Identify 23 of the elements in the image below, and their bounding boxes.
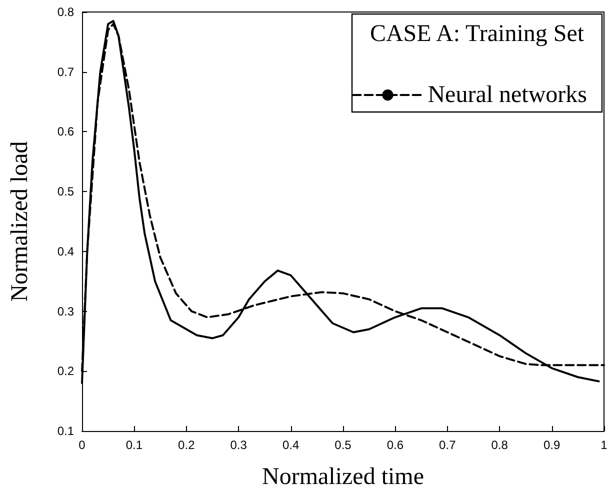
legend-label: Neural networks	[428, 82, 587, 108]
x-tick-label: 0.9	[543, 438, 560, 452]
x-tick-label: 0.1	[126, 438, 143, 452]
x-tick-label: 0.6	[386, 438, 404, 452]
y-tick-label: 0.1	[57, 424, 74, 438]
y-tick-label: 0.6	[57, 124, 74, 139]
x-tick-label: 0	[78, 438, 86, 452]
y-tick-label: 0.5	[57, 184, 74, 199]
y-axis-title: Normalized load	[7, 141, 33, 302]
y-tick-label: 0.3	[57, 304, 74, 318]
x-tick-label: 0.4	[282, 438, 300, 452]
y-tick-label: 0.7	[57, 64, 74, 79]
x-tick-label: 0.3	[230, 438, 248, 452]
y-tick-label: 0.4	[57, 244, 74, 258]
x-tick-label: 0.7	[439, 438, 456, 452]
x-tick-label: 1	[600, 438, 608, 452]
x-axis-title: Normalized time	[262, 464, 424, 490]
x-tick-label: 0.2	[178, 438, 196, 452]
y-tick-label: 0.2	[57, 364, 74, 378]
x-tick-label: 0.5	[334, 438, 352, 452]
x-tick-label: 0.8	[491, 438, 508, 452]
legend-title: CASE A: Training Set	[370, 21, 584, 47]
y-tick-label: 0.8	[57, 5, 74, 19]
